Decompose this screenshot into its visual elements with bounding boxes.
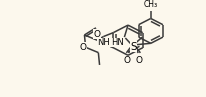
Text: CH₃: CH₃ (143, 0, 157, 9)
Text: O: O (79, 43, 86, 52)
Text: S: S (129, 42, 136, 52)
Text: O: O (93, 30, 100, 39)
Text: O: O (135, 56, 142, 65)
Text: HN: HN (110, 38, 123, 47)
Text: O: O (123, 56, 130, 65)
Text: NH: NH (97, 38, 110, 47)
